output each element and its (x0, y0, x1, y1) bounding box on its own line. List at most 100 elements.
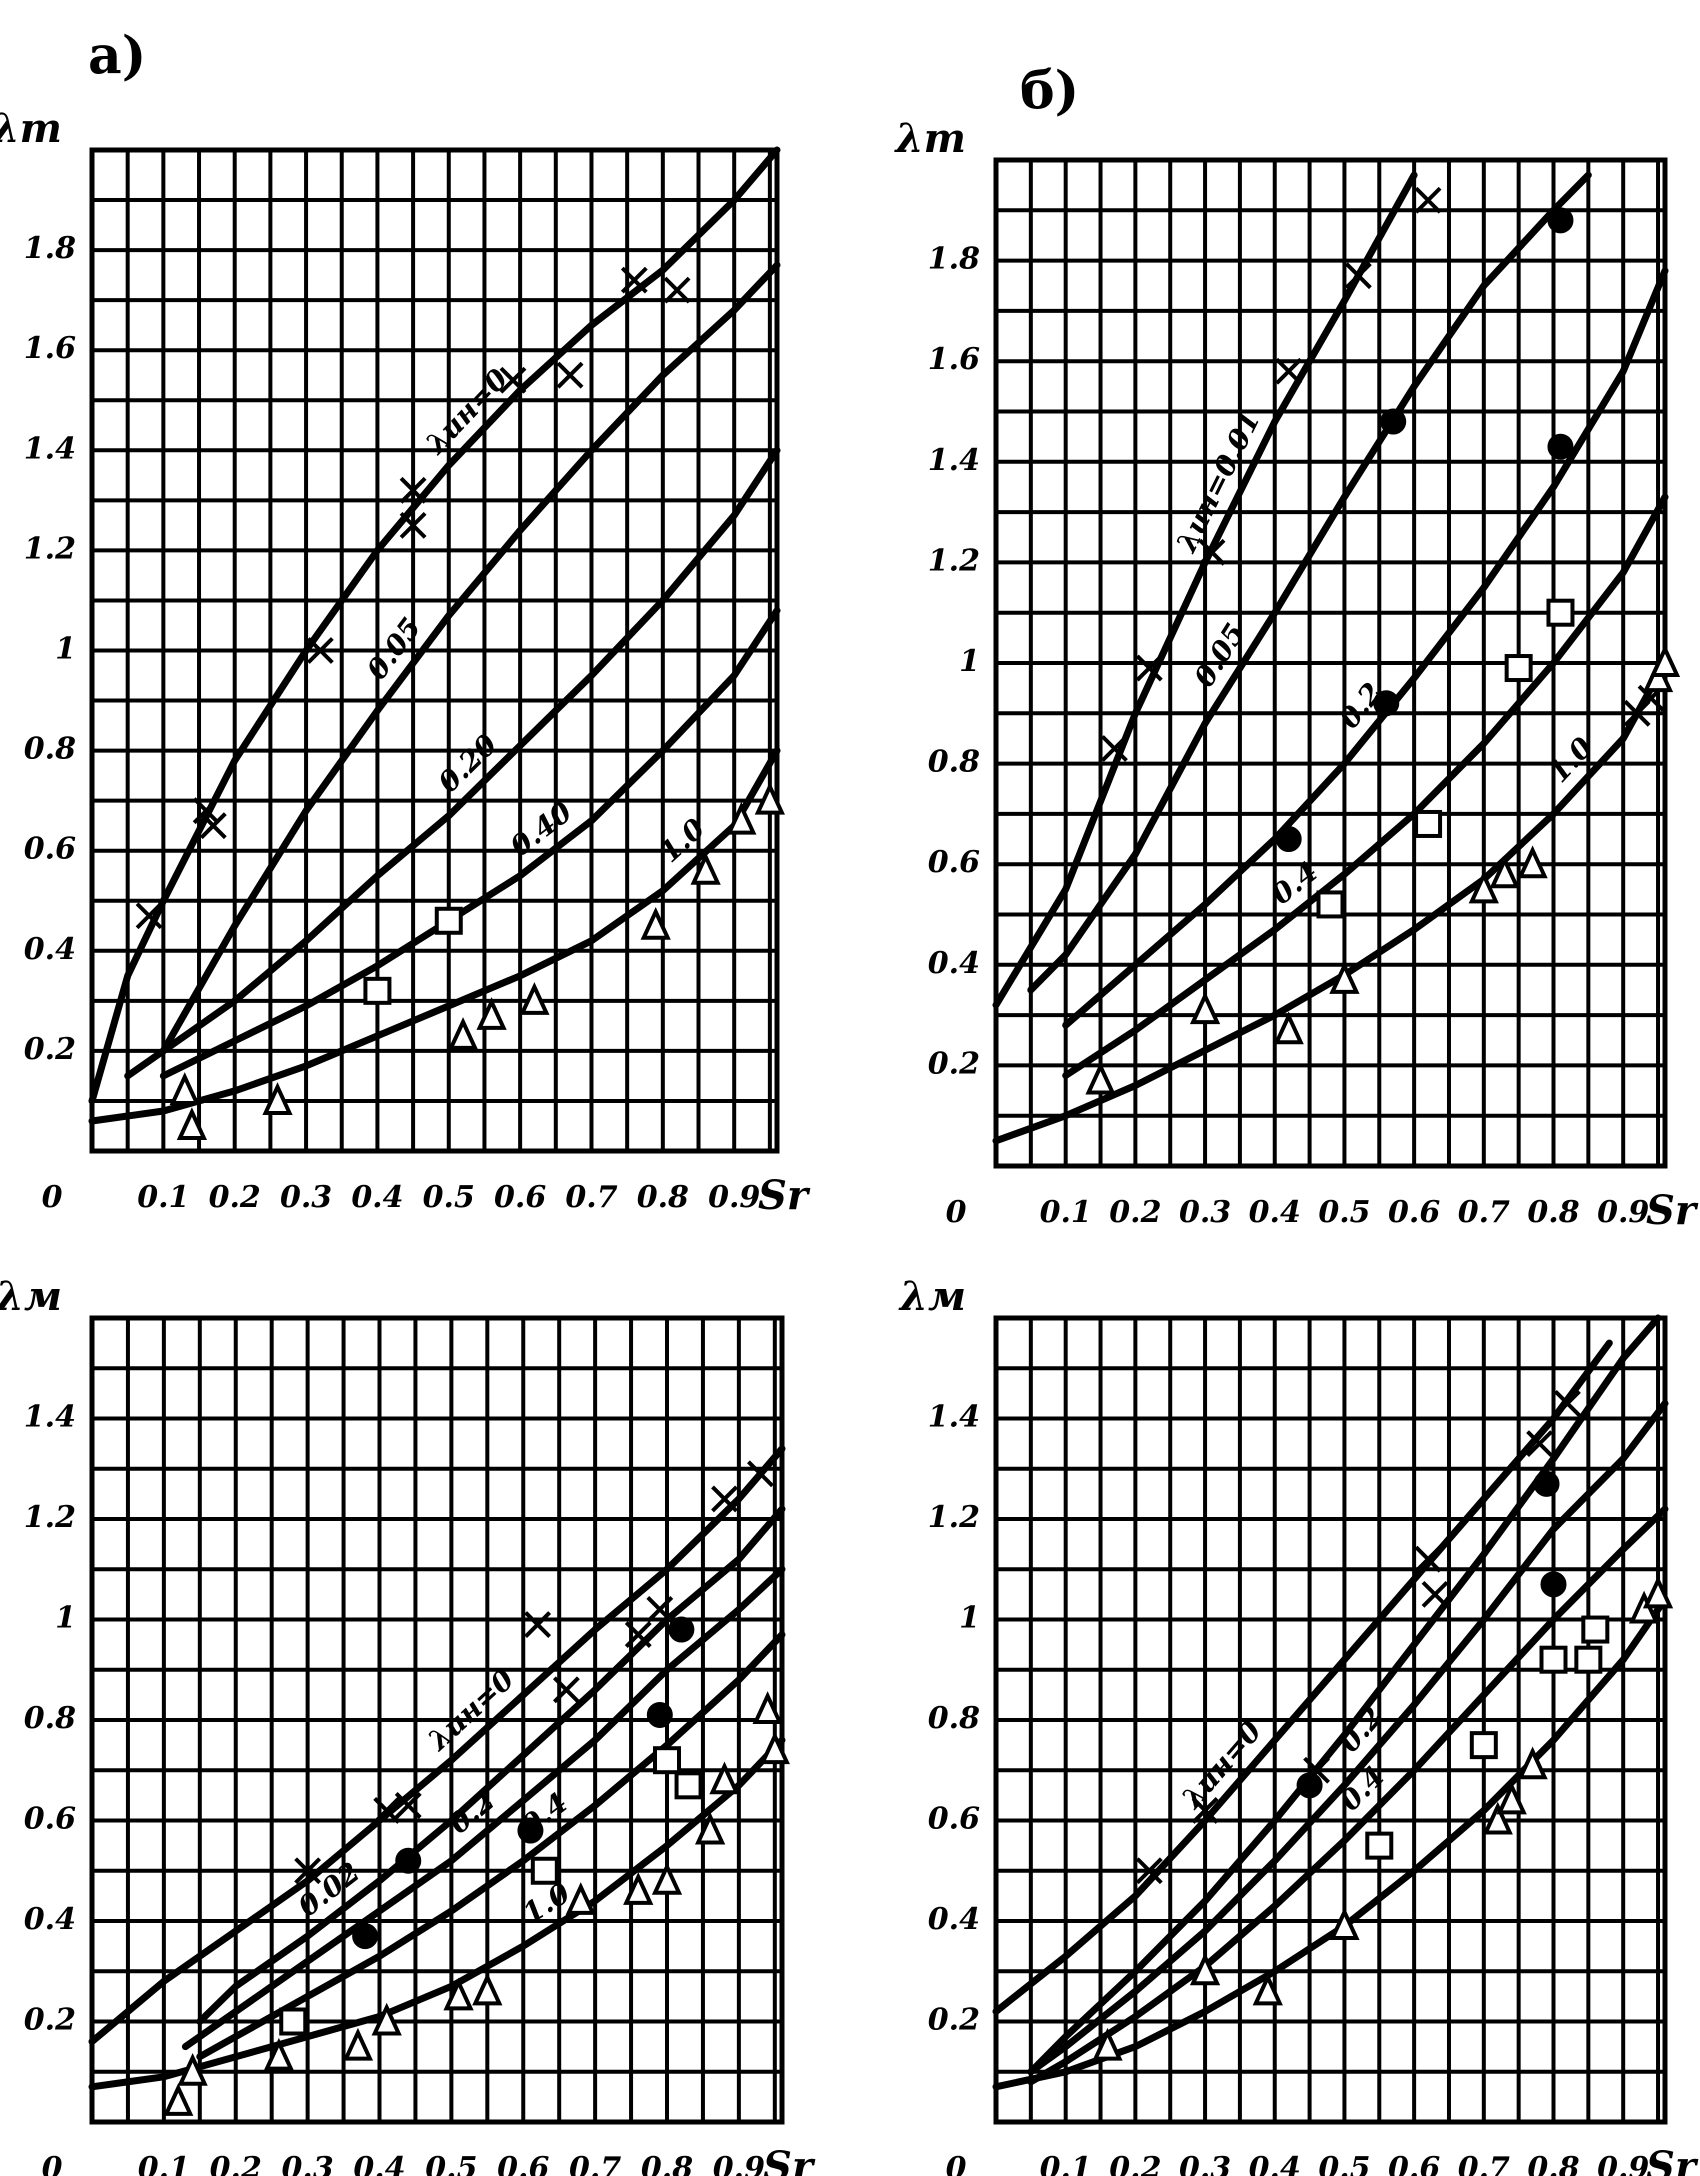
x-tick-label: 0.2 (1109, 1195, 1161, 1230)
curve-label: 0.05 (1187, 618, 1251, 693)
y-axis-label: λт (0, 105, 62, 152)
curve (1062, 267, 1669, 1029)
triangle-marker (443, 1977, 474, 2011)
x-marker (399, 511, 427, 539)
x-marker (192, 797, 220, 825)
y-tick-label: 0.8 (928, 1701, 980, 1736)
curve (159, 607, 781, 1080)
y-tick-label: 1.2 (928, 1500, 980, 1535)
x-marker (1191, 1797, 1219, 1824)
x-tick-label: 0.1 (1040, 1195, 1092, 1230)
curve (181, 1565, 786, 2051)
triangle-marker (1517, 845, 1548, 879)
x-tick-label: 0.9 (708, 1180, 760, 1215)
triangle-marker (263, 2037, 295, 2071)
triangle-marker (472, 1972, 503, 2006)
curve (992, 171, 1418, 1009)
y-tick-label: 0.2 (24, 2003, 76, 2038)
x-marker (1198, 538, 1226, 566)
triangle-marker (176, 1107, 208, 1140)
x-marker (552, 1676, 580, 1704)
curve-label: 1.0 (1542, 730, 1600, 789)
x-tick-label: 0.6 (1388, 1195, 1440, 1230)
dot-marker (668, 1616, 695, 1643)
curve (1027, 171, 1592, 994)
y-tick-label: 0.6 (24, 832, 76, 867)
y-tick-label: 0.8 (24, 732, 76, 767)
x-marker (135, 902, 163, 930)
x-marker (399, 476, 427, 504)
curve (88, 747, 781, 1125)
square-marker (1414, 809, 1443, 838)
x-tick-label: 0.6 (497, 2151, 549, 2176)
x-marker (1526, 1430, 1553, 1458)
x-tick-label: 0.6 (1388, 2151, 1440, 2176)
curve (1062, 493, 1669, 1079)
x-tick-label: 0.2 (1109, 2151, 1161, 2176)
panel-label: б) (1020, 61, 1079, 122)
square-marker (1574, 1645, 1603, 1674)
plot-frame (993, 1315, 1668, 2125)
curve-label: 0.40 (504, 795, 579, 863)
x-tick-label: 0.4 (1249, 1195, 1301, 1230)
y-tick-label: 1.4 (24, 431, 76, 466)
x-tick-label: 0 (42, 2151, 63, 2176)
x-marker (624, 1621, 652, 1648)
panel: 0 0.1 0.2 0.3 0.4 0.5 0.6 0.7 0.8 0.9 0.2 0.4 0.6 0.8… (898, 1273, 1699, 2176)
triangle-marker (726, 801, 757, 835)
y-tick-label: 0.8 (24, 1701, 76, 1736)
curve-label: 0.20 (432, 727, 504, 799)
x-tick-label: 0.7 (565, 1180, 617, 1215)
curve (1027, 1505, 1669, 2086)
square-marker (1539, 1645, 1568, 1674)
square-marker (1581, 1615, 1610, 1644)
panel: 0 0.1 0.2 0.3 0.4 0.5 0.6 0.7 0.8 0.9 0.2 0.4 0.6 0.8… (0, 1273, 816, 2176)
x-marker (1135, 1857, 1163, 1885)
y-tick-label: 1 (55, 632, 76, 667)
triangle-marker (623, 1872, 654, 1905)
x-tick-label: 0.8 (637, 1180, 689, 1215)
x-tick-label: 0.9 (713, 2151, 765, 2176)
x-marker (1554, 1390, 1581, 1417)
y-tick-label: 0.2 (24, 1032, 76, 1067)
dot-marker (1533, 1470, 1560, 1497)
x-tick-label: 0 (42, 1180, 63, 1215)
triangle-marker (476, 997, 507, 1030)
x-marker (1414, 186, 1442, 214)
x-tick-label: 0.5 (1318, 1195, 1370, 1230)
square-marker (530, 1856, 559, 1885)
x-marker (711, 1485, 738, 1513)
y-tick-label: 0.4 (928, 1902, 980, 1937)
y-tick-label: 1 (959, 1601, 980, 1636)
dot-marker (1547, 433, 1574, 460)
x-tick-label: 0.1 (138, 2151, 190, 2176)
x-axis-label: Sr (758, 1172, 811, 1219)
x-axis-label: Sr (1646, 2143, 1699, 2176)
square-marker (1365, 1831, 1394, 1860)
x-tick-label: 0.7 (569, 2151, 621, 2176)
triangle-marker (1482, 1801, 1513, 1835)
curve (1027, 1399, 1669, 2076)
curve (88, 1736, 786, 2091)
y-tick-label: 0.4 (24, 932, 76, 967)
x-marker (394, 1792, 422, 1819)
x-tick-label: 0.9 (1597, 1195, 1649, 1230)
y-tick-label: 1 (959, 644, 980, 679)
triangle-marker (752, 1691, 783, 1724)
x-marker (199, 812, 227, 840)
y-tick-label: 1.4 (928, 443, 980, 478)
x-tick-label: 0.5 (425, 2151, 477, 2176)
square-marker (1504, 654, 1533, 683)
x-marker (663, 276, 691, 304)
x-tick-label: 0.1 (137, 1180, 189, 1215)
x-marker (646, 1596, 674, 1623)
y-tick-label: 0.2 (928, 1046, 980, 1081)
triangle-marker (1649, 644, 1681, 677)
triangle-marker (651, 1862, 683, 1895)
x-marker (1275, 357, 1303, 385)
triangle-marker (694, 1811, 726, 1845)
dot-marker (1380, 408, 1407, 435)
x-marker (499, 366, 527, 394)
x-tick-label: 0.9 (1597, 2151, 1649, 2176)
